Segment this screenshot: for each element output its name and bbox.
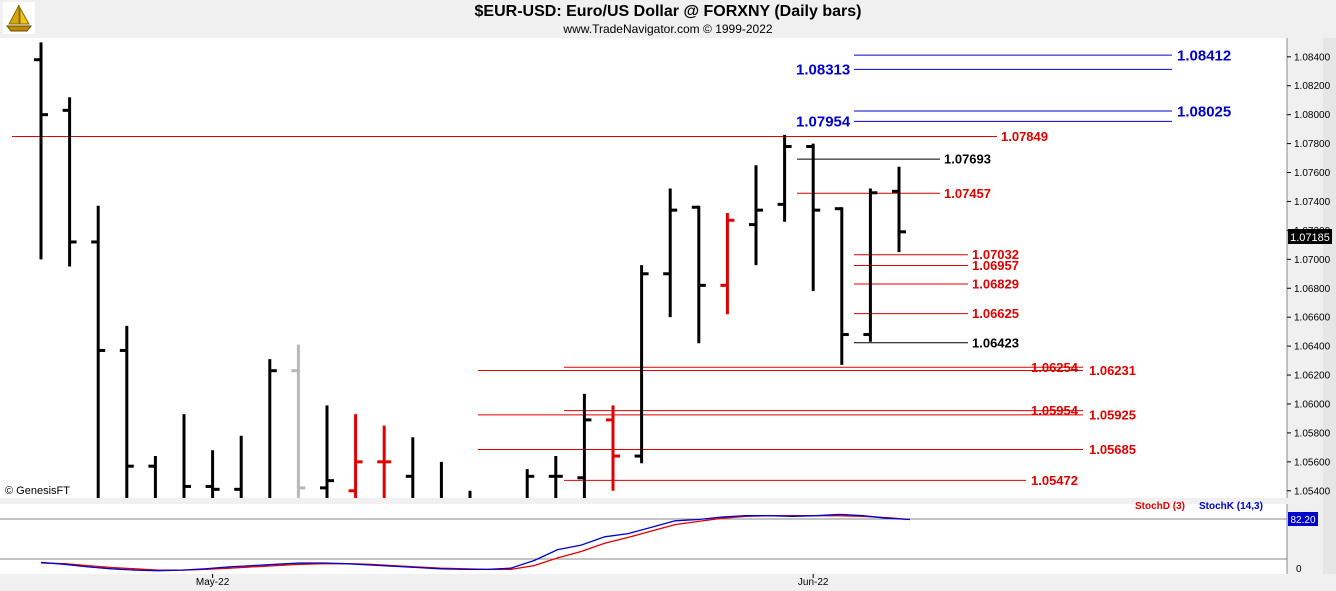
level-label: 1.07693 [944, 152, 991, 167]
level-label: 1.06231 [1089, 363, 1136, 378]
level-label: 1.06423 [972, 335, 1019, 350]
price-tick-label: 1.06400 [1294, 342, 1331, 353]
level-label: 1.08313 [796, 62, 850, 79]
price-bar [892, 166, 906, 253]
price-bar [234, 435, 243, 498]
price-bar [720, 213, 735, 315]
price-tick-label: 1.07000 [1294, 255, 1331, 266]
price-tick-label: 1.05800 [1294, 428, 1331, 439]
price-bar [525, 469, 535, 498]
chart-subtitle: www.TradeNavigator.com © 1999-2022 [563, 22, 773, 36]
stoch-value-box [1288, 512, 1318, 526]
level-label: 1.05472 [1031, 473, 1078, 488]
price-bar [119, 325, 134, 498]
stochastic-panel [0, 504, 1287, 574]
level-label: 1.07457 [944, 186, 991, 201]
genesis-watermark: © GenesisFT [5, 485, 70, 497]
price-bar [377, 425, 392, 498]
stoch-value-label: 82.20 [1290, 515, 1315, 526]
price-bar [634, 265, 649, 464]
stoch-k-line [40, 513, 911, 572]
price-bar [606, 405, 620, 491]
price-tick-label: 1.06800 [1294, 284, 1331, 295]
level-label: 1.06625 [972, 306, 1019, 321]
price-bar [91, 205, 106, 498]
date-axis [0, 574, 1336, 591]
price-bar [291, 344, 306, 498]
level-label: 1.07849 [1001, 129, 1048, 144]
price-bar [405, 437, 415, 498]
price-tick-label: 1.07800 [1294, 139, 1331, 150]
level-label: 1.06254 [1031, 360, 1079, 375]
level-label: 1.06957 [972, 258, 1019, 273]
price-tick-label: 1.06200 [1294, 371, 1331, 382]
level-label: 1.06829 [972, 277, 1019, 292]
date-tick-label: Jun-22 [798, 577, 829, 588]
price-bar [148, 456, 157, 498]
sailboat-logo-icon [3, 2, 35, 34]
price-tick-label: 1.07400 [1294, 197, 1331, 208]
last-price-label: 1.07185 [1290, 232, 1330, 244]
stoch-d-legend: StochD (3) [1135, 501, 1185, 512]
price-bar [777, 134, 792, 222]
level-label: 1.07032 [972, 247, 1019, 262]
price-bar [62, 97, 77, 267]
date-tick-label: May-22 [196, 577, 230, 588]
price-bar [348, 414, 363, 498]
level-label: 1.05954 [1031, 403, 1079, 418]
scroll-bar[interactable] [1323, 38, 1336, 574]
price-bar [320, 405, 334, 498]
price-bar [806, 143, 821, 292]
price-bar [577, 393, 592, 498]
chart-header: $EUR-USD: Euro/US Dollar @ FORXNY (Daily… [0, 0, 1336, 38]
price-tick-label: 1.07600 [1294, 168, 1331, 179]
price-bar [439, 461, 443, 498]
stoch-axis-zero: 0 [1296, 564, 1302, 575]
level-label: 1.08025 [1177, 103, 1231, 120]
price-bar [749, 165, 763, 266]
level-label: 1.05685 [1089, 442, 1136, 457]
level-label: 1.08412 [1177, 47, 1231, 64]
price-bar [205, 450, 220, 498]
price-tick-label: 1.06000 [1294, 399, 1331, 410]
price-tick-label: 1.08400 [1294, 52, 1331, 63]
price-tick-label: 1.05600 [1294, 457, 1331, 468]
level-label: 1.07954 [796, 114, 851, 131]
chart-title: $EUR-USD: Euro/US Dollar @ FORXNY (Daily… [474, 3, 862, 20]
price-tick-label: 1.08200 [1294, 81, 1331, 92]
price-bar [691, 205, 706, 344]
stoch-k-legend: StochK (14,3) [1199, 501, 1263, 512]
price-bar [268, 359, 277, 498]
price-bar [548, 456, 563, 498]
price-tick-label: 1.06600 [1294, 313, 1331, 324]
last-price-box [1288, 229, 1332, 244]
level-label: 1.05925 [1089, 407, 1136, 422]
price-tick-label: 1.08000 [1294, 110, 1331, 121]
price-bar [34, 42, 48, 260]
price-bar [182, 414, 191, 498]
price-panel [0, 38, 1287, 498]
price-tick-label: 1.05400 [1294, 486, 1331, 497]
price-bar [834, 207, 849, 365]
price-bar [863, 188, 878, 342]
price-bar [663, 188, 678, 318]
